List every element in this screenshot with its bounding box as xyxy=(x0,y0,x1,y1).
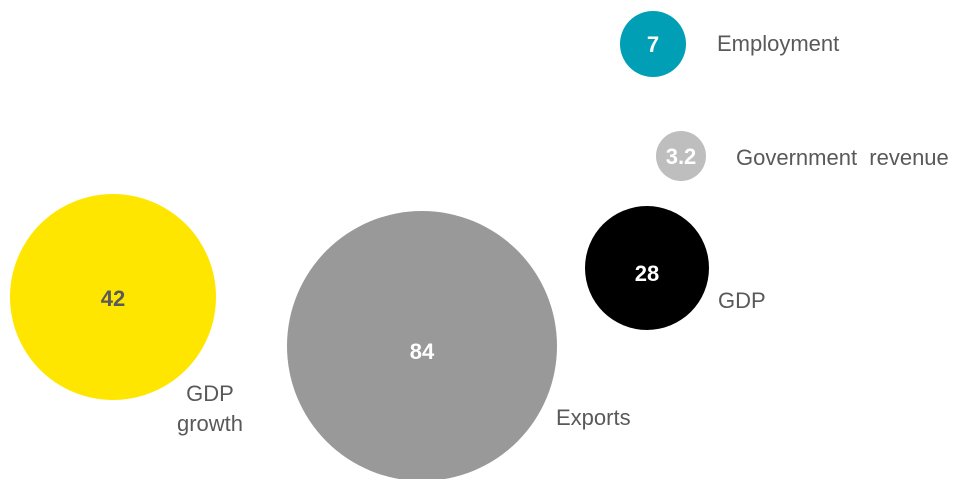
bubble-value-label: 3.2 xyxy=(666,144,697,169)
bubble-category-label: Government revenue xyxy=(736,145,949,170)
bubble-group: 7 Employment xyxy=(620,11,839,77)
bubble xyxy=(656,131,706,181)
bubble-value-label: 7 xyxy=(647,32,659,57)
bubble-value-label: 42 xyxy=(101,286,125,311)
bubble xyxy=(287,211,557,479)
bubble-group: 3.2 Government revenue xyxy=(656,131,949,181)
bubble-category-label: GDP xyxy=(718,288,766,313)
bubble-category-label: Exports xyxy=(556,405,631,430)
bubbles-layer: 7 Employment 3.2 Government revenue 28 GDP 42 G… xyxy=(10,11,949,479)
bubble-group: 84 Exports xyxy=(287,211,631,479)
bubble xyxy=(585,206,709,330)
bubble-value-label: 28 xyxy=(635,261,659,286)
bubble-group: 42 GDP growth xyxy=(10,194,243,436)
bubble-category-label: GDP xyxy=(186,381,234,406)
bubble-group: 28 GDP xyxy=(585,206,766,330)
bubble-value-label: 84 xyxy=(410,339,435,364)
bubble-category-label: Employment xyxy=(717,31,839,56)
bubble-category-label: growth xyxy=(177,411,243,436)
bubble xyxy=(10,194,216,400)
bubble xyxy=(620,11,686,77)
